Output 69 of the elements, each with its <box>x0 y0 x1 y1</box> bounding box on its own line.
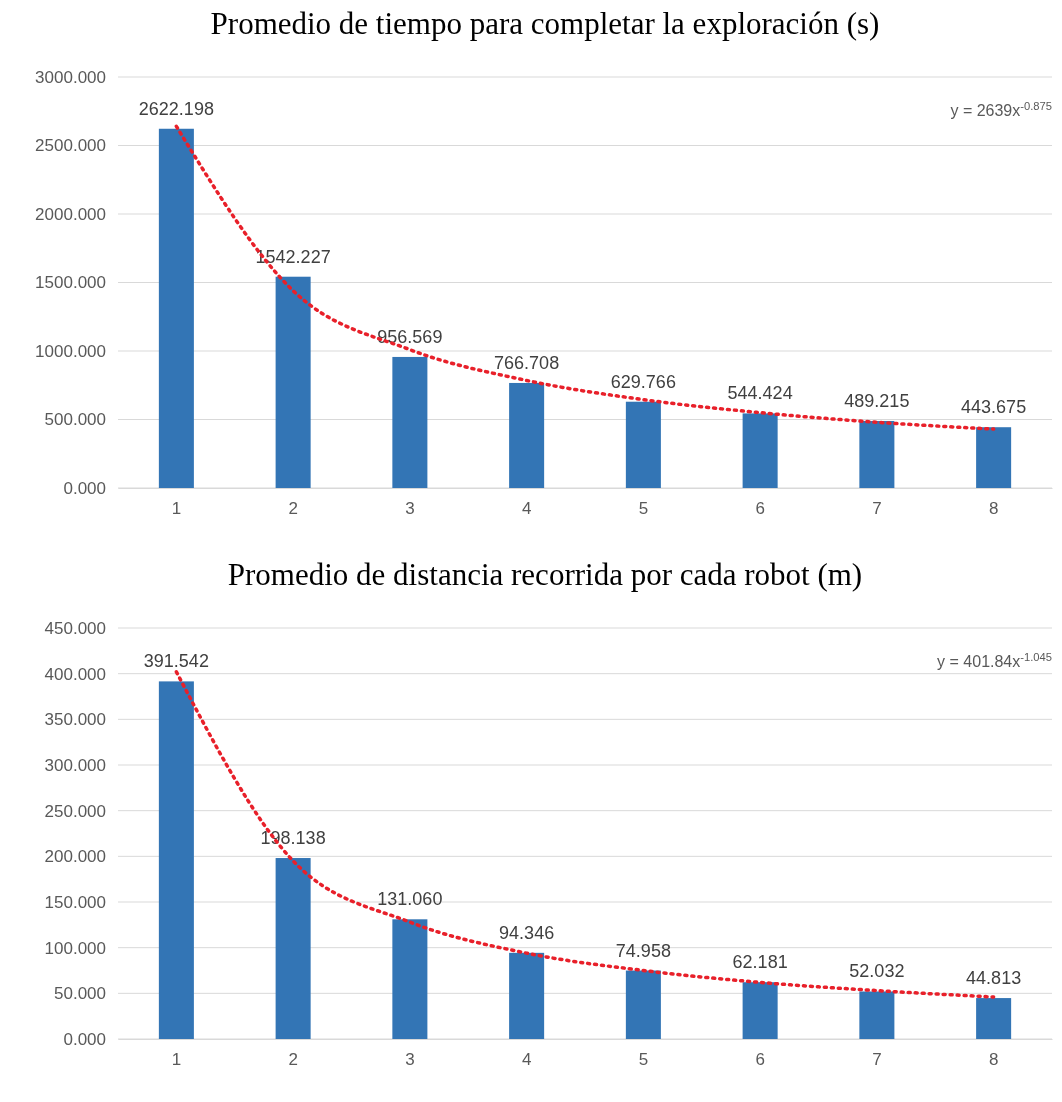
x-tick-label: 2 <box>288 1050 298 1070</box>
data-label: 198.138 <box>260 828 326 849</box>
y-tick-label: 200.000 <box>44 847 106 867</box>
chart-title: Promedio de distancia recorrida por cada robot (m) <box>227 557 863 592</box>
bar <box>158 681 194 1039</box>
data-label: 391.542 <box>143 651 209 672</box>
data-label: 74.958 <box>615 940 671 961</box>
x-tick-label: 8 <box>988 499 999 519</box>
bar <box>392 356 428 488</box>
data-label: 94.346 <box>499 922 555 943</box>
data-label: 489.215 <box>844 390 910 411</box>
bar <box>275 858 311 1039</box>
x-tick-label: 3 <box>405 1050 415 1070</box>
data-label: 443.675 <box>961 397 1027 418</box>
x-tick-label: 7 <box>872 499 882 519</box>
bar <box>392 919 428 1039</box>
y-tick-label: 0.000 <box>63 478 106 498</box>
x-tick-label: 2 <box>288 499 298 519</box>
y-tick-label: 250.000 <box>44 801 106 821</box>
data-label: 766.708 <box>494 352 560 373</box>
y-tick-label: 350.000 <box>44 710 106 730</box>
data-label: 52.032 <box>849 961 905 982</box>
bar <box>976 998 1012 1039</box>
bar <box>859 991 895 1039</box>
y-tick-label: 50.000 <box>54 984 106 1004</box>
data-label: 131.060 <box>377 889 443 910</box>
y-tick-label: 100.000 <box>44 938 106 958</box>
bar <box>275 276 311 488</box>
y-tick-label: 2500.000 <box>35 136 106 156</box>
y-tick-label: 1500.000 <box>35 273 106 293</box>
data-label: 629.766 <box>610 371 676 392</box>
x-tick-label: 7 <box>872 1050 882 1070</box>
y-tick-label: 450.000 <box>44 618 106 638</box>
bar <box>742 413 778 488</box>
bar <box>509 952 545 1039</box>
y-tick-label: 0.000 <box>63 1029 106 1049</box>
x-tick-label: 5 <box>638 499 649 519</box>
data-label: 62.181 <box>732 952 788 973</box>
data-label: 1542.227 <box>255 246 331 267</box>
x-tick-label: 4 <box>521 499 532 519</box>
y-tick-label: 300.000 <box>44 755 106 775</box>
x-tick-label: 4 <box>521 1050 532 1070</box>
y-tick-label: 150.000 <box>44 892 106 912</box>
x-tick-label: 6 <box>755 499 765 519</box>
bar <box>976 427 1012 488</box>
bar <box>158 128 194 488</box>
x-tick-label: 6 <box>755 1050 765 1070</box>
x-tick-label: 1 <box>171 499 182 519</box>
data-label: 544.424 <box>727 383 793 404</box>
bar <box>859 420 895 488</box>
annotation: y = 2639x$^{-0.875}$ <box>950 100 1052 119</box>
y-tick-label: 2000.000 <box>35 204 106 224</box>
chart-title: Promedio de tiempo para completar la exploración (s) <box>210 6 880 41</box>
data-label: 956.569 <box>377 326 443 347</box>
annotation: y = 401.84x$^{-1.045}$ <box>937 651 1052 670</box>
bar <box>625 970 661 1039</box>
y-tick-label: 400.000 <box>44 664 106 684</box>
bar <box>742 982 778 1039</box>
data-label: 2622.198 <box>138 98 214 119</box>
bar <box>625 401 661 488</box>
y-tick-label: 1000.000 <box>35 341 106 361</box>
x-tick-label: 5 <box>638 1050 649 1070</box>
x-tick-label: 8 <box>988 1050 999 1070</box>
y-tick-label: 500.000 <box>44 410 106 430</box>
x-tick-label: 3 <box>405 499 415 519</box>
y-tick-label: 3000.000 <box>35 67 106 87</box>
bar <box>509 382 545 488</box>
x-tick-label: 1 <box>171 1050 182 1070</box>
data-label: 44.813 <box>966 968 1022 989</box>
